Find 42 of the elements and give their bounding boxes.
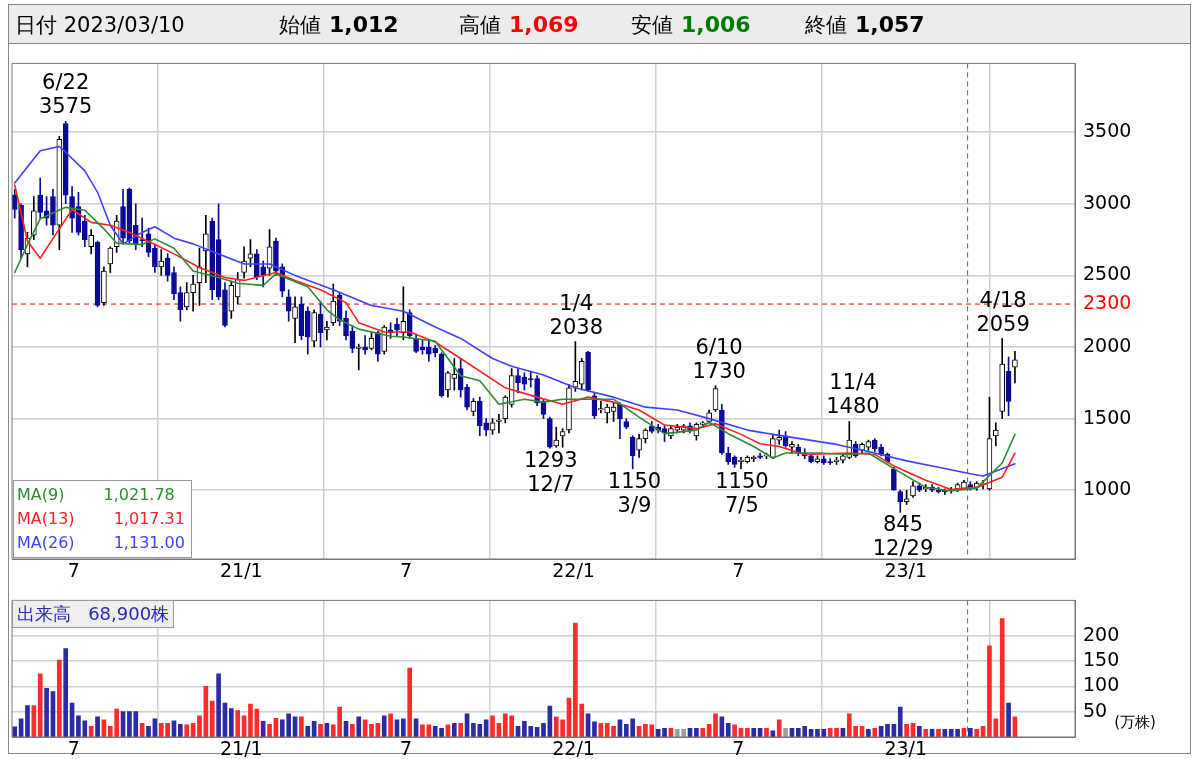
x-tick-label: 7 — [400, 559, 413, 582]
text: MA(9) 1,021.78 — [17, 484, 176, 506]
x-tick-label: 7 — [732, 559, 745, 582]
y-tick-label: 200 — [1083, 622, 1120, 645]
y-tick-label: 2000 — [1083, 333, 1132, 356]
x-tick-label: 7 — [400, 737, 413, 759]
annotation: 1/4 2038 — [549, 290, 603, 339]
y-axis-title: (万株) — [1114, 712, 1156, 731]
y-tick-label: 50 — [1083, 698, 1108, 721]
x-tick-label: 7 — [67, 559, 80, 582]
text: 始値 1,012 — [279, 11, 399, 39]
x-tick-label: 21/1 — [220, 737, 263, 759]
y-tick-label: 150 — [1083, 648, 1120, 671]
annotation: 1150 3/9 — [607, 468, 662, 517]
annotation: 1293 12/7 — [524, 448, 578, 497]
text: MA(13) 1,017.31 — [17, 508, 185, 530]
y-tick-label: 1000 — [1083, 477, 1132, 500]
text: MA(26) 1,131.00 — [17, 532, 185, 554]
y-tick-label: 3500 — [1083, 119, 1132, 142]
x-tick-label: 7 — [732, 737, 745, 759]
annotation: 11/4 1480 — [826, 370, 880, 419]
y-tick-label: 2500 — [1083, 262, 1132, 285]
x-tick-label: 23/1 — [884, 737, 928, 759]
annotation: 845 12/29 — [872, 512, 934, 561]
text: 終値 1,057 — [805, 11, 925, 39]
ref-line-label: 2300 — [1083, 290, 1132, 313]
y-tick-label: 100 — [1083, 673, 1120, 696]
chart-title: 出来高 68,900株 — [12, 600, 175, 629]
text: 安値 1,006 — [631, 11, 751, 39]
x-tick-label: 7 — [67, 737, 80, 759]
chart-title: 日付 2023/03/10 — [15, 12, 185, 39]
y-tick-label: 1500 — [1083, 405, 1132, 428]
annotation: 1150 7/5 — [715, 468, 769, 517]
y-tick-label: 3000 — [1083, 190, 1132, 213]
x-tick-label: 23/1 — [884, 559, 928, 582]
x-tick-label: 21/1 — [220, 559, 263, 582]
text: 高値 1,069 — [459, 11, 579, 39]
x-tick-label: 22/1 — [552, 737, 595, 759]
x-tick-label: 22/1 — [552, 559, 595, 582]
annotation: 6/22 3575 — [38, 70, 93, 119]
annotation: 6/10 1730 — [692, 334, 746, 383]
annotation: 4/18 2059 — [976, 287, 1030, 336]
